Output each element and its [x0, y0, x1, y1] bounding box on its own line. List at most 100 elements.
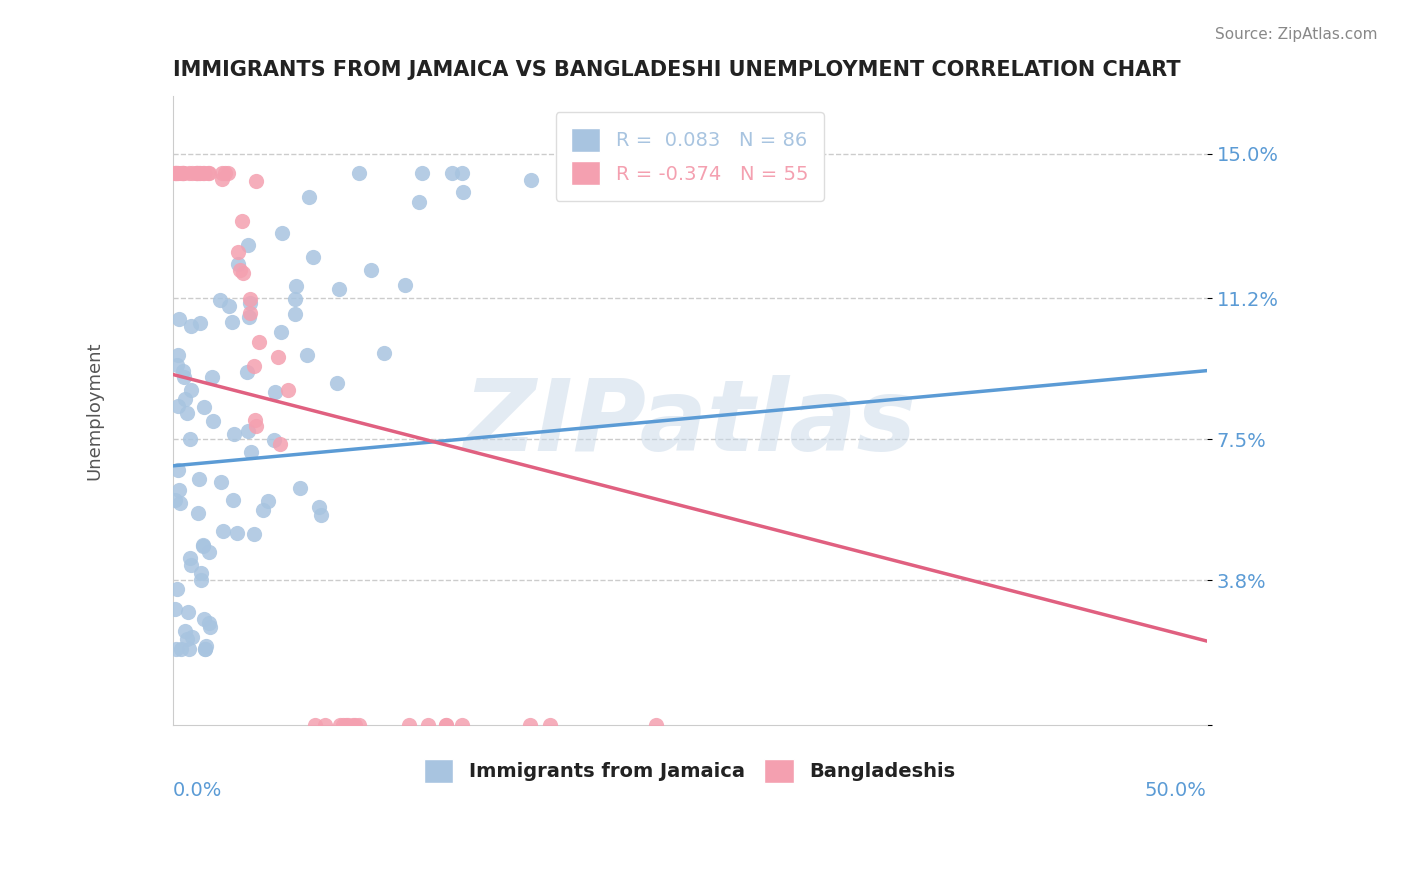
Point: [328, 282, 350, 296]
Legend: Immigrants from Jamaica, Bangladeshis: Immigrants from Jamaica, Bangladeshis: [416, 751, 963, 790]
Point: [165, 641, 187, 656]
Point: [170, 641, 193, 656]
Point: [198, 165, 221, 179]
Text: Source: ZipAtlas.com: Source: ZipAtlas.com: [1215, 27, 1378, 42]
Point: [193, 165, 215, 179]
Point: [245, 418, 267, 433]
Point: [163, 493, 186, 508]
Point: [166, 358, 188, 372]
Point: [247, 334, 270, 349]
Point: [187, 472, 209, 486]
Point: [326, 376, 349, 390]
Point: [166, 582, 188, 596]
Point: [245, 174, 267, 188]
Point: [228, 263, 250, 277]
Point: [284, 292, 307, 306]
Point: [236, 238, 259, 252]
Point: [243, 413, 266, 427]
Point: [177, 605, 200, 619]
Point: [195, 640, 218, 654]
Point: [179, 641, 201, 656]
Point: [418, 718, 440, 732]
Point: [191, 539, 214, 553]
Point: [226, 526, 249, 541]
Point: [270, 227, 292, 241]
Point: [242, 527, 264, 541]
Point: [236, 365, 259, 379]
Point: [190, 574, 212, 588]
Point: [298, 190, 321, 204]
Point: [240, 444, 263, 458]
Point: [434, 718, 457, 732]
Point: [174, 624, 197, 639]
Point: [226, 257, 249, 271]
Point: [186, 165, 208, 179]
Point: [232, 266, 254, 280]
Point: [190, 566, 212, 580]
Point: [163, 165, 186, 179]
Point: [194, 641, 217, 656]
Point: [193, 400, 215, 414]
Point: [211, 165, 233, 179]
Point: [200, 620, 222, 634]
Point: [347, 718, 370, 732]
Point: [167, 311, 190, 326]
Point: [176, 632, 198, 647]
Point: [172, 165, 194, 179]
Point: [288, 481, 311, 495]
Point: [172, 364, 194, 378]
Text: IMMIGRANTS FROM JAMAICA VS BANGLADESHI UNEMPLOYMENT CORRELATION CHART: IMMIGRANTS FROM JAMAICA VS BANGLADESHI U…: [173, 60, 1181, 79]
Point: [163, 165, 186, 179]
Point: [188, 316, 211, 330]
Point: [538, 718, 561, 732]
Point: [239, 292, 262, 306]
Point: [394, 278, 416, 293]
Point: [239, 296, 262, 310]
Point: [186, 506, 208, 520]
Point: [252, 502, 274, 516]
Point: [295, 348, 318, 362]
Point: [408, 194, 430, 209]
Point: [238, 310, 260, 324]
Point: [270, 325, 292, 339]
Point: [209, 475, 232, 489]
Point: [238, 425, 260, 439]
Point: [211, 172, 233, 186]
Point: [180, 558, 202, 573]
Point: [434, 718, 457, 732]
Point: [332, 718, 354, 732]
Point: [180, 165, 202, 179]
Point: [173, 370, 195, 384]
Point: [342, 718, 364, 732]
Point: [190, 165, 212, 179]
Point: [277, 383, 299, 397]
Point: [180, 383, 202, 397]
Point: [263, 384, 285, 399]
Point: [186, 165, 208, 179]
Point: [269, 437, 291, 451]
Point: [191, 165, 214, 179]
Point: [179, 551, 201, 566]
Text: ZIPatlas: ZIPatlas: [463, 375, 917, 472]
Point: [163, 601, 186, 615]
Point: [214, 165, 236, 179]
Point: [176, 406, 198, 420]
Point: [198, 545, 221, 559]
Point: [177, 165, 200, 179]
Point: [167, 348, 190, 362]
Point: [180, 318, 202, 333]
Point: [179, 432, 201, 446]
Point: [239, 305, 262, 319]
Point: [224, 427, 246, 442]
Point: [309, 508, 332, 522]
Point: [398, 718, 420, 732]
Point: [218, 299, 240, 313]
Point: [212, 524, 235, 538]
Text: 50.0%: 50.0%: [1144, 781, 1206, 800]
Point: [411, 165, 433, 179]
Y-axis label: Unemployment: Unemployment: [86, 342, 103, 480]
Point: [191, 538, 214, 552]
Point: [167, 463, 190, 477]
Point: [336, 718, 359, 732]
Point: [242, 359, 264, 373]
